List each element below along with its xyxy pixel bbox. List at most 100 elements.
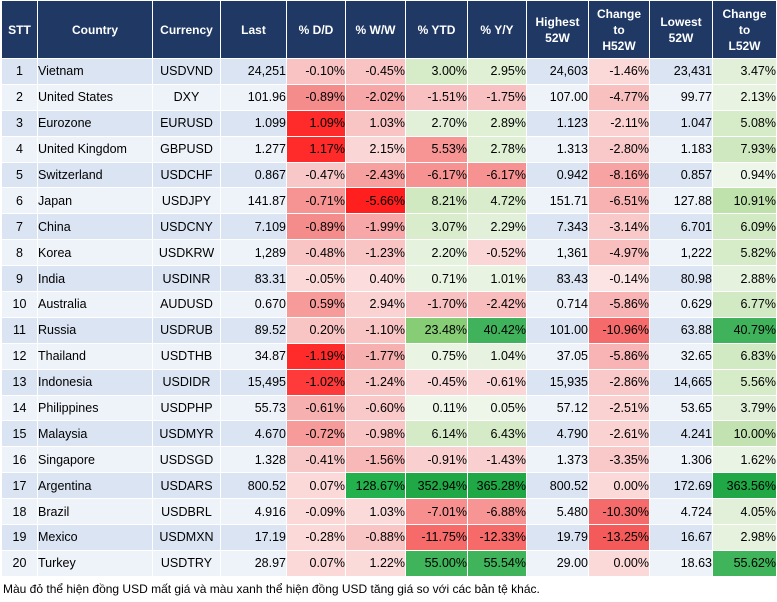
cell-yy: 2.29% <box>467 213 527 241</box>
cell-country: China <box>37 213 153 241</box>
cell-ww: -1.24% <box>345 368 406 396</box>
cell-change-to-l52w: 6.83% <box>712 342 777 370</box>
cell-highest-52w: 29.00 <box>526 549 589 577</box>
header-lowest-line1: Lowest <box>660 14 702 29</box>
cell-country: India <box>37 265 153 293</box>
cell-currency: USDJPY <box>152 187 221 215</box>
cell-currency: USDPHP <box>152 394 221 422</box>
cell-ww: 2.15% <box>345 135 406 163</box>
cell-last: 141.87 <box>220 187 287 215</box>
cell-currency: USDBRL <box>152 498 221 526</box>
cell-dd: 1.17% <box>286 135 346 163</box>
cell-ytd: 0.75% <box>405 342 468 370</box>
cell-dd: -0.41% <box>286 446 346 474</box>
cell-change-to-h52w: -4.77% <box>588 83 650 111</box>
cell-highest-52w: 4.790 <box>526 420 589 448</box>
cell-lowest-52w: 4.241 <box>649 420 713 448</box>
table-row: 13 Indonesia USDIDR 15,495 -1.02% -1.24% -0.45… <box>1 368 777 396</box>
cell-ww: 1.22% <box>345 549 406 577</box>
header-chh-line2: to <box>613 22 625 37</box>
cell-ww: -1.77% <box>345 342 406 370</box>
cell-ytd: -0.91% <box>405 446 468 474</box>
cell-ytd: 3.00% <box>405 58 468 85</box>
cell-change-to-l52w: 5.56% <box>712 368 777 396</box>
cell-yy: 4.72% <box>467 187 527 215</box>
cell-change-to-h52w: -13.25% <box>588 524 650 551</box>
header-change-to-l52w: Change to L52W <box>712 0 777 59</box>
cell-change-to-h52w: -2.86% <box>588 368 650 396</box>
cell-last: 7.109 <box>220 213 287 241</box>
cell-last: 1.328 <box>220 446 287 474</box>
cell-last: 24,251 <box>220 58 287 85</box>
cell-country: Philippines <box>37 394 153 422</box>
cell-lowest-52w: 23,431 <box>649 58 713 85</box>
cell-ytd: -1.51% <box>405 83 468 111</box>
cell-change-to-l52w: 6.77% <box>712 291 777 318</box>
cell-currency: EURUSD <box>152 109 221 137</box>
cell-highest-52w: 19.79 <box>526 524 589 551</box>
cell-change-to-h52w: -2.51% <box>588 394 650 422</box>
cell-stt: 13 <box>1 368 38 396</box>
cell-ytd: 2.20% <box>405 239 468 267</box>
cell-currency: DXY <box>152 83 221 111</box>
table-row: 7 China USDCNY 7.109 -0.89% -1.99% 3.07% 2.29% 7… <box>1 213 777 241</box>
cell-change-to-l52w: 6.09% <box>712 213 777 241</box>
cell-change-to-h52w: -3.35% <box>588 446 650 474</box>
cell-stt: 8 <box>1 239 38 267</box>
cell-dd: -0.10% <box>286 58 346 85</box>
cell-change-to-h52w: 0.00% <box>588 472 650 500</box>
cell-yy: 1.04% <box>467 342 527 370</box>
table-row: 11 Russia USDRUB 89.52 0.20% -1.10% 23.48% 40.4… <box>1 316 777 344</box>
cell-ww: -2.02% <box>345 83 406 111</box>
cell-country: Turkey <box>37 549 153 577</box>
cell-lowest-52w: 99.77 <box>649 83 713 111</box>
cell-change-to-l52w: 3.79% <box>712 394 777 422</box>
cell-stt: 2 <box>1 83 38 111</box>
cell-highest-52w: 15,935 <box>526 368 589 396</box>
cell-last: 1.277 <box>220 135 287 163</box>
cell-ytd: -0.45% <box>405 368 468 396</box>
cell-lowest-52w: 4.724 <box>649 498 713 526</box>
cell-change-to-l52w: 0.94% <box>712 161 777 189</box>
cell-yy: 365.28% <box>467 472 527 500</box>
header-stt: STT <box>1 0 38 59</box>
cell-change-to-l52w: 7.93% <box>712 135 777 163</box>
cell-lowest-52w: 1.306 <box>649 446 713 474</box>
cell-stt: 4 <box>1 135 38 163</box>
cell-change-to-h52w: -2.80% <box>588 135 650 163</box>
cell-last: 0.867 <box>220 161 287 189</box>
cell-ww: -0.45% <box>345 58 406 85</box>
cell-dd: 1.09% <box>286 109 346 137</box>
cell-dd: 0.07% <box>286 549 346 577</box>
cell-ytd: -6.17% <box>405 161 468 189</box>
cell-change-to-l52w: 2.98% <box>712 524 777 551</box>
cell-change-to-h52w: -5.86% <box>588 342 650 370</box>
cell-stt: 17 <box>1 472 38 500</box>
header-ww: % W/W <box>345 0 406 59</box>
cell-country: Australia <box>37 291 153 318</box>
header-dd: % D/D <box>286 0 346 59</box>
cell-country: United States <box>37 83 153 111</box>
cell-last: 4.670 <box>220 420 287 448</box>
cell-highest-52w: 5.480 <box>526 498 589 526</box>
cell-country: Korea <box>37 239 153 267</box>
table-row: 19 Mexico USDMXN 17.19 -0.28% -0.88% -11.75% -1… <box>1 524 777 551</box>
cell-stt: 7 <box>1 213 38 241</box>
cell-ww: -1.23% <box>345 239 406 267</box>
cell-yy: 0.05% <box>467 394 527 422</box>
cell-lowest-52w: 0.857 <box>649 161 713 189</box>
footnote: Màu đỏ thể hiện đồng USD mất giá và màu … <box>3 582 540 596</box>
cell-stt: 12 <box>1 342 38 370</box>
cell-currency: USDCNY <box>152 213 221 241</box>
fx-table: STT Country Currency Last % D/D % W/W % … <box>1 0 777 577</box>
cell-change-to-l52w: 4.05% <box>712 498 777 526</box>
cell-change-to-h52w: -10.30% <box>588 498 650 526</box>
cell-lowest-52w: 18.63 <box>649 549 713 577</box>
cell-ww: 2.94% <box>345 291 406 318</box>
cell-change-to-l52w: 363.56% <box>712 472 777 500</box>
header-country: Country <box>37 0 153 59</box>
cell-dd: 0.07% <box>286 472 346 500</box>
cell-yy: -0.61% <box>467 368 527 396</box>
cell-ww: -0.60% <box>345 394 406 422</box>
